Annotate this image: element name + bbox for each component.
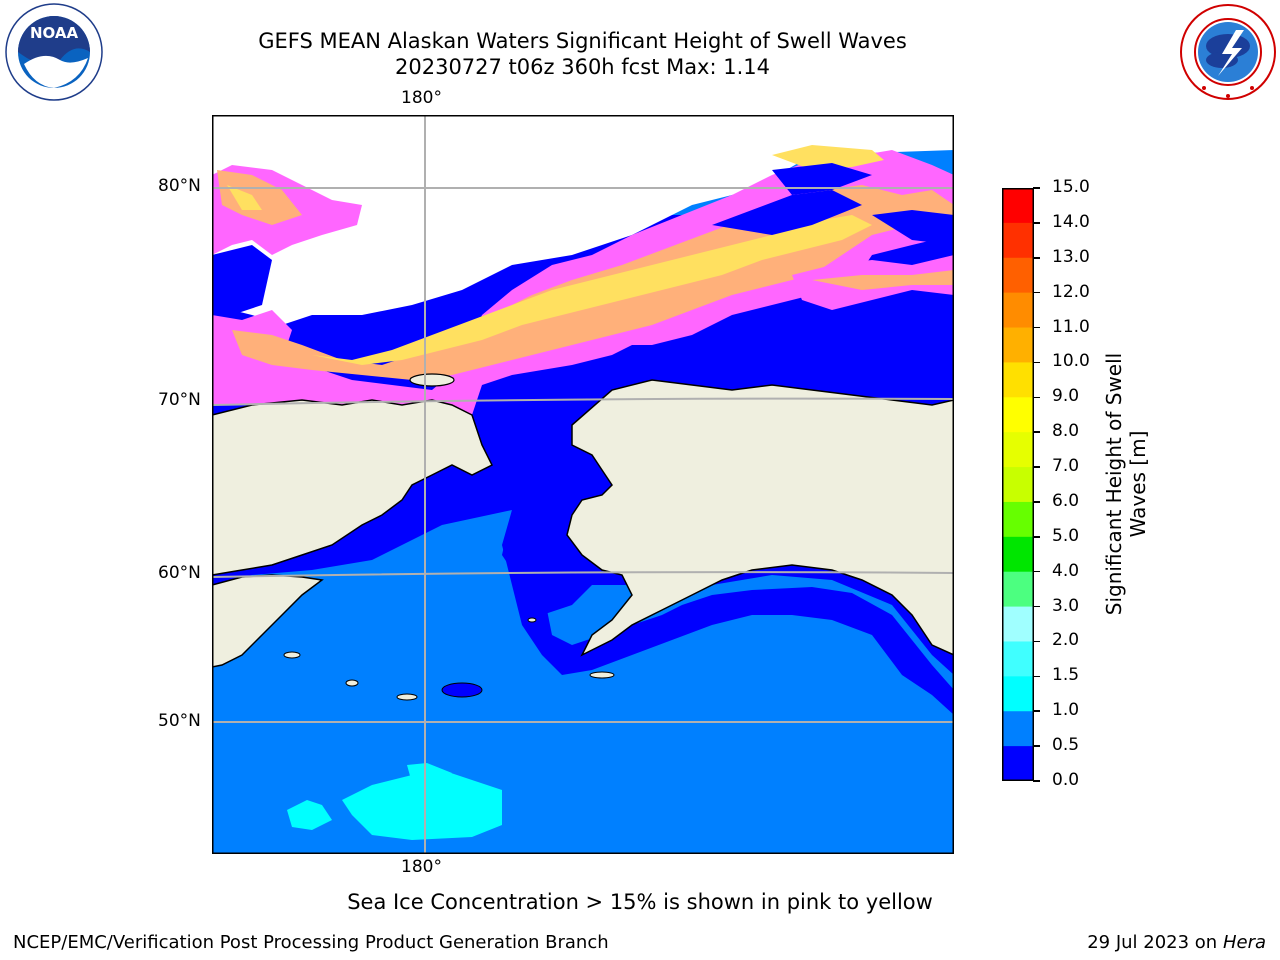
colorbar-tick-mark xyxy=(1033,431,1040,433)
colorbar-band xyxy=(1002,362,1034,398)
nws-logo xyxy=(1180,4,1276,100)
colorbar-tick-mark xyxy=(1033,745,1040,747)
colorbar-tick-mark xyxy=(1033,326,1040,329)
colorbar-tick-label: 0.0 xyxy=(1052,770,1080,790)
chart-title-line1: GEFS MEAN Alaskan Waters Significant Hei… xyxy=(258,29,907,53)
colorbar-tick-label: 1.0 xyxy=(1052,700,1080,721)
colorbar-tick-label: 15.0 xyxy=(1052,177,1090,197)
colorbar-tick-mark xyxy=(1033,222,1040,224)
lat-label-80: 80°N xyxy=(158,176,201,196)
colorbar-band xyxy=(1002,257,1034,294)
colorbar-tick-label: 8.0 xyxy=(1052,421,1080,442)
colorbar-band xyxy=(1002,432,1034,468)
colorbar-band xyxy=(1002,711,1034,747)
colorbar-tick-mark xyxy=(1033,780,1040,782)
lat-label-50: 50°N xyxy=(158,711,201,731)
colorbar-band xyxy=(1002,536,1034,573)
lon-label-top: 180° xyxy=(401,88,442,108)
footer-date: 29 Jul 2023 on Hera xyxy=(1087,932,1266,953)
colorbar-tick-mark xyxy=(1033,640,1040,643)
map-panel xyxy=(212,115,954,854)
lat-label-70: 70°N xyxy=(158,390,201,410)
colorbar-tick-label: 4.0 xyxy=(1052,560,1080,581)
alaska-landmass xyxy=(566,379,954,657)
lat-label-60: 60°N xyxy=(158,563,201,583)
colorbar-band xyxy=(1002,501,1034,538)
colorbar-tick-mark xyxy=(1033,675,1040,678)
no-data-region xyxy=(212,115,954,325)
colorbar-tick-label: 13.0 xyxy=(1052,246,1090,267)
colorbar-tick-mark xyxy=(1033,605,1040,608)
colorbar-tick-mark xyxy=(1033,257,1040,259)
colorbar-label-line2: Waves [m] xyxy=(1126,430,1150,538)
swell-patch-1.0-1.5 xyxy=(342,770,502,840)
colorbar-tick-label: 12.0 xyxy=(1052,281,1090,302)
siberia-landmass xyxy=(212,399,494,576)
colorbar-tick-mark xyxy=(1033,536,1040,538)
colorbar-tick-label: 6.0 xyxy=(1052,490,1080,511)
colorbar-band xyxy=(1002,676,1034,712)
colorbar-tick-label: 14.0 xyxy=(1052,211,1090,232)
colorbar-tick-mark xyxy=(1033,291,1040,294)
footer-date-text: 29 Jul 2023 on xyxy=(1087,932,1218,953)
colorbar-tick-label: 2.0 xyxy=(1052,630,1080,651)
colorbar-tick-mark xyxy=(1033,361,1040,364)
map-frame xyxy=(212,115,954,854)
map-gridlines xyxy=(212,115,954,854)
colorbar-band xyxy=(1002,327,1034,363)
colorbar-tick-label: 10.0 xyxy=(1052,351,1090,372)
colorbar-tick-mark xyxy=(1033,466,1040,468)
footer-credit: NCEP/EMC/Verification Post Processing Pr… xyxy=(13,932,609,953)
colorbar-band xyxy=(1002,467,1034,503)
colorbar-tick-label: 9.0 xyxy=(1052,386,1080,407)
colorbar-tick-mark xyxy=(1033,501,1040,503)
colorbar-tick-mark xyxy=(1033,396,1040,399)
colorbar-band xyxy=(1002,606,1034,642)
colorbar-band xyxy=(1002,571,1034,608)
colorbar-tick-mark xyxy=(1033,187,1040,189)
colorbar-tick-label: 5.0 xyxy=(1052,525,1080,546)
colorbar-tick-mark xyxy=(1033,570,1040,573)
colorbar-band xyxy=(1002,641,1034,677)
colorbar-band xyxy=(1002,292,1034,329)
colorbar-tick-mark xyxy=(1033,710,1040,712)
lon-label-bottom: 180° xyxy=(401,857,442,877)
noaa-logo: NOAA xyxy=(5,3,103,101)
sea-ice-note: Sea Ice Concentration > 15% is shown in … xyxy=(347,890,933,914)
colorbar-tick-label: 11.0 xyxy=(1052,316,1090,337)
colorbar-band xyxy=(1002,746,1034,781)
colorbar-tick-label: 3.0 xyxy=(1052,595,1080,616)
colorbar-tick-label: 1.5 xyxy=(1052,665,1080,686)
colorbar-tick-label: 7.0 xyxy=(1052,456,1080,477)
colorbar-band xyxy=(1002,188,1034,224)
footer-machine: Hera xyxy=(1222,932,1266,953)
colorbar-band xyxy=(1002,397,1034,433)
colorbar-tick-label: 0.5 xyxy=(1052,735,1080,756)
noaa-logo-text: NOAA xyxy=(30,24,79,42)
colorbar-label-line1: Significant Height of Swell xyxy=(1102,352,1126,616)
colorbar xyxy=(1002,188,1034,781)
colorbar-band xyxy=(1002,222,1034,259)
chart-title-line2: 20230727 t06z 360h fcst Max: 1.14 xyxy=(395,55,770,79)
wrangel-island xyxy=(409,373,455,387)
